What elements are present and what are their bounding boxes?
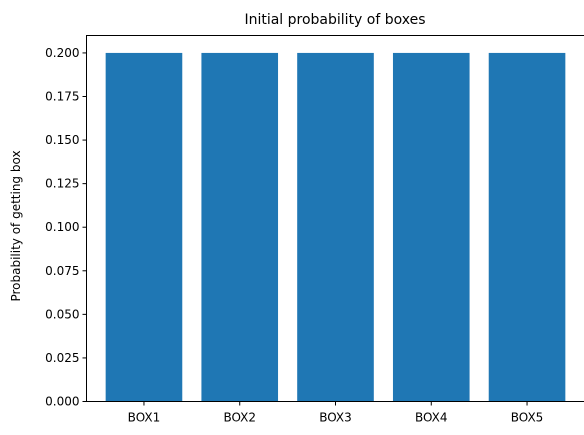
bar-box5 — [488, 52, 566, 402]
bar-box1 — [105, 52, 183, 402]
y-tick-label: 0.050 — [45, 307, 79, 321]
y-tick-label: 0.075 — [45, 264, 79, 278]
y-tick-label: 0.175 — [45, 90, 79, 104]
plot-frame — [86, 35, 584, 402]
x-tick-label: BOX5 — [511, 411, 544, 425]
y-axis-label: Probability of getting box — [9, 150, 23, 301]
y-axis-ticks: 0.000 0.025 0.050 0.075 0.100 0.125 0.150 0.175… — [45, 46, 87, 409]
x-tick-label: BOX2 — [223, 411, 256, 425]
y-tick-label: 0.025 — [45, 351, 79, 365]
y-tick-label: 0.200 — [45, 46, 79, 60]
chart-title: Initial probability of boxes — [244, 12, 425, 28]
bars-group — [105, 52, 566, 402]
x-axis-ticks: BOX1 BOX2 BOX3 BOX4 BOX5 — [128, 401, 544, 425]
bar-box4 — [392, 52, 470, 402]
bar-box2 — [201, 52, 279, 402]
x-tick-label: BOX3 — [319, 411, 352, 425]
x-tick-label: BOX4 — [415, 411, 448, 425]
x-tick-label: BOX1 — [128, 411, 161, 425]
y-tick-label: 0.100 — [45, 220, 79, 234]
bar-box3 — [297, 52, 374, 402]
y-tick-label: 0.125 — [45, 177, 79, 191]
y-tick-label: 0.150 — [45, 133, 79, 147]
y-tick-label: 0.000 — [45, 395, 79, 409]
